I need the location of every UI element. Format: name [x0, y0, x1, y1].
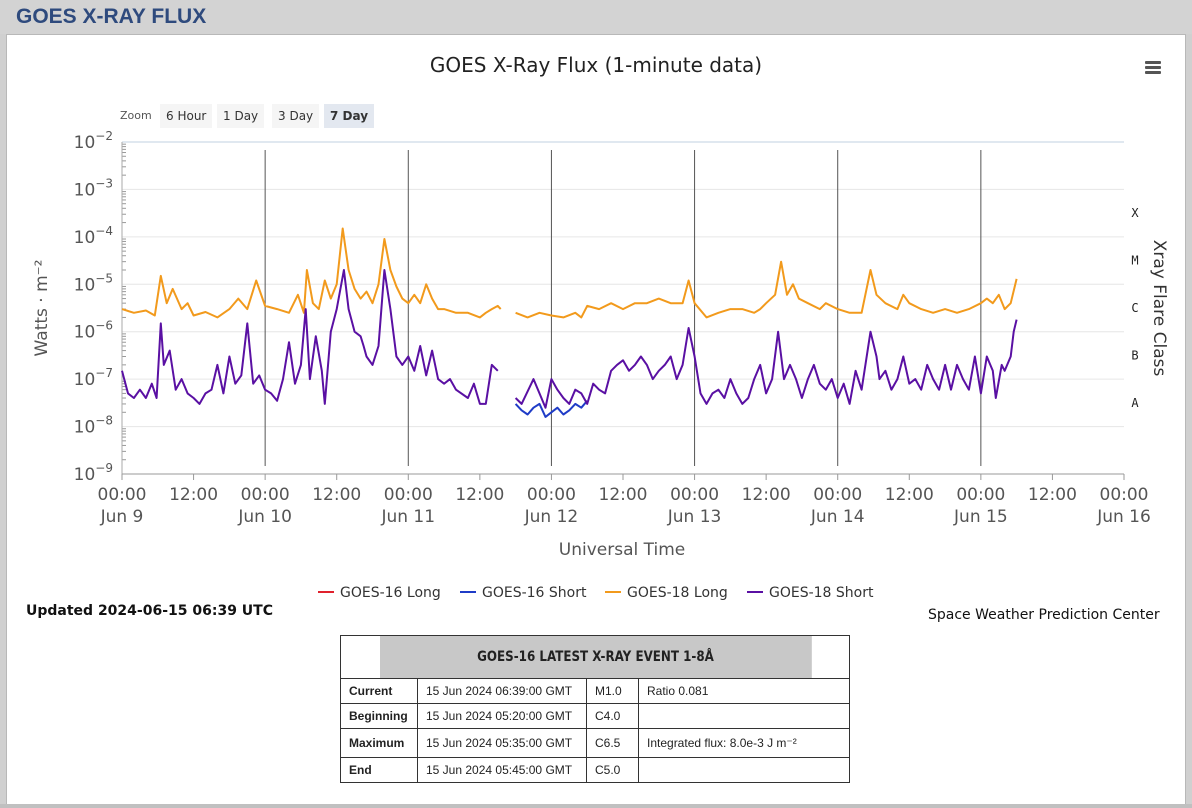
table-title: GOES-16 LATEST X-RAY EVENT 1-8Å [378, 635, 812, 679]
legend-swatch [605, 590, 621, 593]
credit-text: Space Weather Prediction Center [928, 607, 1160, 623]
zoom-7-day-button[interactable]: 7 Day [324, 104, 375, 128]
row-extra: Integrated flux: 8.0e-3 J m⁻² [638, 728, 850, 758]
row-extra [638, 703, 850, 729]
table-row: End 15 Jun 2024 05:45:00 GMT C5.0 [340, 757, 850, 783]
legend-goes16-long[interactable]: GOES-16 Long [318, 585, 441, 601]
row-time: 15 Jun 2024 05:45:00 GMT [417, 757, 587, 783]
legend-swatch [460, 590, 476, 593]
row-label: Beginning [340, 703, 418, 729]
row-label: End [340, 757, 418, 783]
zoom-1-day-button[interactable]: 1 Day [217, 104, 265, 128]
legend-label: GOES-18 Long [627, 585, 728, 601]
updated-timestamp: Updated 2024-06-15 06:39 UTC [26, 603, 273, 619]
legend-swatch [318, 590, 334, 593]
legend-label: GOES-16 Long [340, 585, 441, 601]
row-time: 15 Jun 2024 06:39:00 GMT [417, 678, 587, 704]
table-row: Beginning 15 Jun 2024 05:20:00 GMT C4.0 [340, 703, 850, 729]
legend-label: GOES-16 Short [482, 585, 587, 601]
chart-title: GOES X-Ray Flux (1-minute data) [429, 53, 763, 77]
row-time: 15 Jun 2024 05:20:00 GMT [417, 703, 587, 729]
zoom-label: Zoom [120, 109, 152, 122]
row-time: 15 Jun 2024 05:35:00 GMT [417, 728, 587, 758]
hamburger-menu-icon[interactable] [1145, 61, 1161, 75]
table-row: Maximum 15 Jun 2024 05:35:00 GMT C6.5 In… [340, 728, 850, 758]
row-label: Current [340, 678, 418, 704]
legend-label: GOES-18 Short [769, 585, 874, 601]
legend-swatch [747, 590, 763, 593]
zoom-6-hour-button[interactable]: 6 Hour [160, 104, 213, 128]
row-extra [638, 757, 850, 783]
row-class: C5.0 [586, 757, 639, 783]
legend-goes18-short[interactable]: GOES-18 Short [747, 585, 874, 601]
row-label: Maximum [340, 728, 418, 758]
table-row: Current 15 Jun 2024 06:39:00 GMT M1.0 Ra… [340, 678, 850, 704]
page-title: GOES X-RAY FLUX [16, 5, 207, 28]
legend-goes18-long[interactable]: GOES-18 Long [605, 585, 728, 601]
zoom-3-day-button[interactable]: 3 Day [272, 104, 320, 128]
latest-event-table: GOES-16 LATEST X-RAY EVENT 1-8Å Current … [340, 635, 850, 783]
row-extra: Ratio 0.081 [638, 678, 850, 704]
page-header: GOES X-RAY FLUX [0, 0, 1192, 34]
row-class: C6.5 [586, 728, 639, 758]
table-header-row: GOES-16 LATEST X-RAY EVENT 1-8Å [341, 635, 850, 679]
bottom-strip [0, 804, 1192, 808]
row-class: C4.0 [586, 703, 639, 729]
legend-goes16-short[interactable]: GOES-16 Short [460, 585, 587, 601]
row-class: M1.0 [586, 678, 639, 704]
